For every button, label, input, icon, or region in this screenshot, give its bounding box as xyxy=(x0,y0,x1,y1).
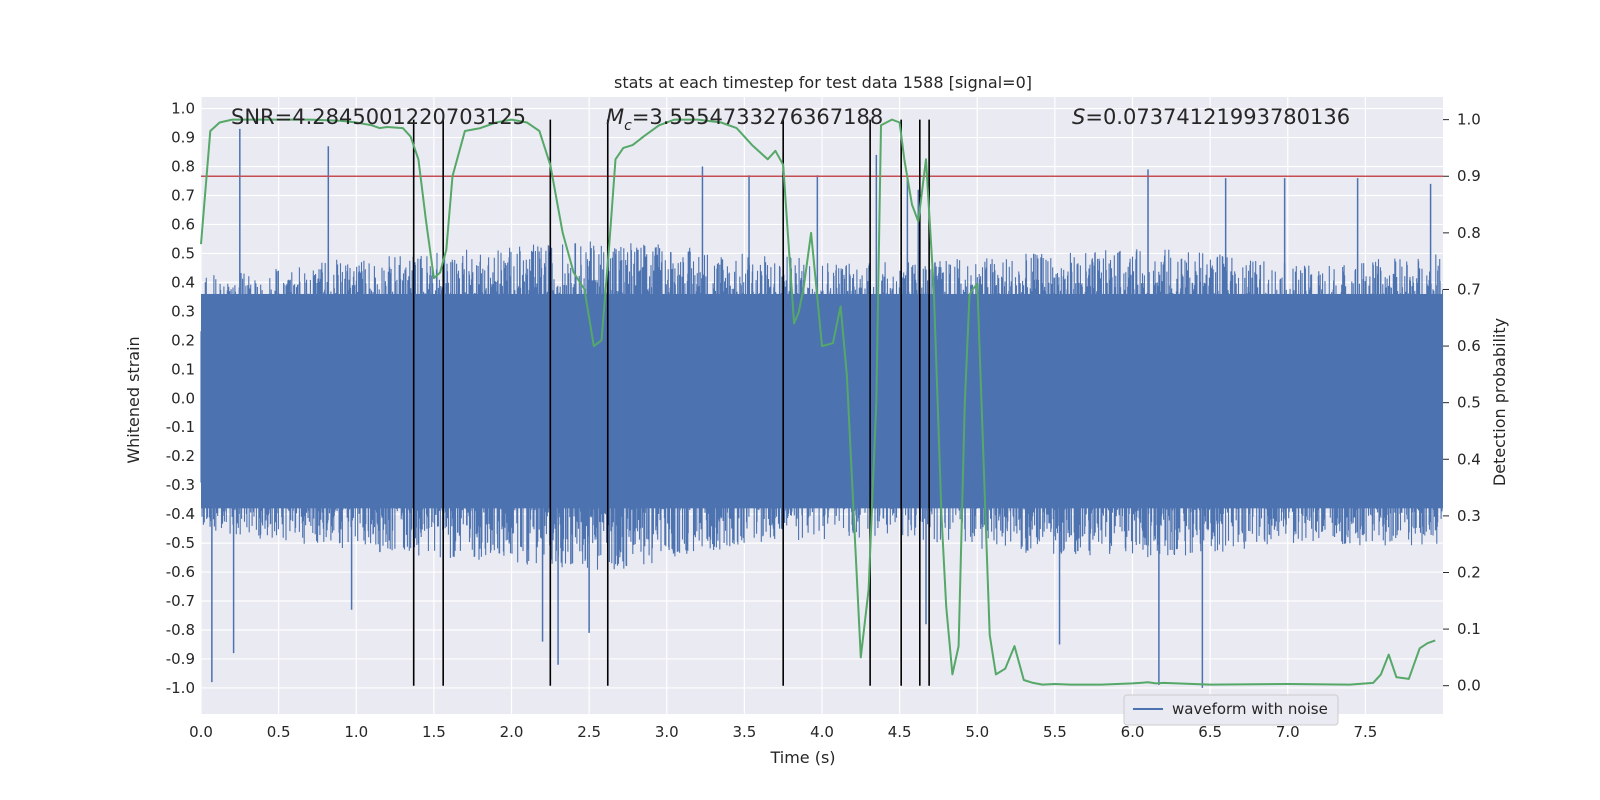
chirp-mass-symbol: M xyxy=(606,105,624,129)
y-left-tick-label: 0.2 xyxy=(171,331,195,349)
x-tick-label: 2.5 xyxy=(577,723,601,741)
y-axis-left: 1.0 0.9 0.8 0.7 0.6 0.5 0.4 0.3 0.2 0.1 0.0 -0.1 -0.… xyxy=(166,100,195,697)
y-right-tick-label: 0.0 xyxy=(1457,677,1481,695)
y-left-tick-label: -0.3 xyxy=(166,476,195,494)
y-right-tick-label: 0.3 xyxy=(1457,507,1481,525)
y-left-tick-label: -0.5 xyxy=(166,534,195,552)
x-tick-label: 2.0 xyxy=(500,723,524,741)
probability-line xyxy=(200,118,1436,686)
x-axis: 0.0 0.5 1.0 1.5 2.0 2.5 3.0 3.5 4.0 4.5 5.0 5.5 6.0 6… xyxy=(189,723,1377,741)
snr-annotation: SNR=4.2845001220703125 xyxy=(231,105,526,129)
x-tick-label: 4.0 xyxy=(810,723,834,741)
x-tick-label: 5.0 xyxy=(965,723,989,741)
x-tick-label: 4.5 xyxy=(888,723,912,741)
legend-box xyxy=(1123,694,1339,726)
y-left-tick-label: 0.7 xyxy=(171,186,195,204)
y-left-tick-label: 0.6 xyxy=(171,215,195,233)
y-right-tick-label: 1.0 xyxy=(1457,111,1481,129)
y-right-tick-label: 0.6 xyxy=(1457,337,1481,355)
chirp-mass-subscript: c xyxy=(624,118,632,134)
y-axis-left-title: Whitened strain xyxy=(124,336,143,463)
x-tick-label: 7.0 xyxy=(1276,723,1300,741)
y-left-tick-label: 0.9 xyxy=(171,129,195,147)
x-tick-label: 1.0 xyxy=(344,723,368,741)
y-left-tick-label: 1.0 xyxy=(171,100,195,118)
x-tick-label: 0.0 xyxy=(189,723,213,741)
x-tick-label: 0.5 xyxy=(267,723,291,741)
y-right-tick-label: 0.1 xyxy=(1457,620,1481,638)
y-left-tick-label: -0.4 xyxy=(166,505,195,523)
chirp-mass-annotation: Mc=3.5554733276367188 xyxy=(606,105,883,134)
y-right-tick-label: 0.7 xyxy=(1457,280,1481,298)
y-left-tick-label: 0.1 xyxy=(171,360,195,378)
y-left-tick-label: -0.8 xyxy=(166,621,195,639)
legend-waveform-label: waveform with noise xyxy=(1172,700,1328,718)
y-right-tick-label: 0.8 xyxy=(1457,224,1481,242)
y-right-tick-label: 0.2 xyxy=(1457,563,1481,581)
y-right-tick-label: 0.4 xyxy=(1457,450,1481,468)
y-left-tick-label: -0.2 xyxy=(166,447,195,465)
y-left-tick-label: -1.0 xyxy=(166,679,195,697)
y-left-tick-label: 0.3 xyxy=(171,302,195,320)
y-left-tick-label: -0.7 xyxy=(166,592,195,610)
waveform-core xyxy=(201,293,1443,509)
s-symbol: S xyxy=(1072,105,1085,129)
x-tick-label: 6.5 xyxy=(1198,723,1222,741)
chirp-mass-value: =3.5554733276367188 xyxy=(632,105,883,129)
y-left-tick-label: 0.5 xyxy=(171,244,195,262)
y-right-tick-label: 0.9 xyxy=(1457,167,1481,185)
x-tick-label: 5.5 xyxy=(1043,723,1067,741)
y-axis-right: 1.0 0.9 0.8 0.7 0.6 0.5 0.4 0.3 0.2 0.1 0.0 xyxy=(1443,111,1481,695)
legend: waveform with noise xyxy=(1123,694,1339,726)
x-axis-title: Time (s) xyxy=(769,748,835,767)
waveform-series xyxy=(200,128,1444,688)
y-left-tick-label: 0.4 xyxy=(171,273,195,291)
x-tick-label: 1.5 xyxy=(422,723,446,741)
probability-series xyxy=(200,118,1436,686)
y-left-tick-label: -0.6 xyxy=(166,563,195,581)
x-tick-label: 7.5 xyxy=(1353,723,1377,741)
s-value: =0.07374121993780136 xyxy=(1085,105,1350,129)
y-left-tick-label: 0.8 xyxy=(171,158,195,176)
x-tick-label: 3.0 xyxy=(655,723,679,741)
x-tick-label: 6.0 xyxy=(1121,723,1145,741)
y-left-tick-label: -0.1 xyxy=(166,418,195,436)
y-left-tick-label: -0.9 xyxy=(166,650,195,668)
y-axis-right-title: Detection probability xyxy=(1490,318,1509,486)
y-right-tick-label: 0.5 xyxy=(1457,394,1481,412)
y-left-tick-label: 0.0 xyxy=(171,389,195,407)
chart-title: stats at each timestep for test data 158… xyxy=(614,73,1032,92)
x-tick-label: 3.5 xyxy=(732,723,756,741)
s-annotation: S=0.07374121993780136 xyxy=(1072,105,1350,129)
